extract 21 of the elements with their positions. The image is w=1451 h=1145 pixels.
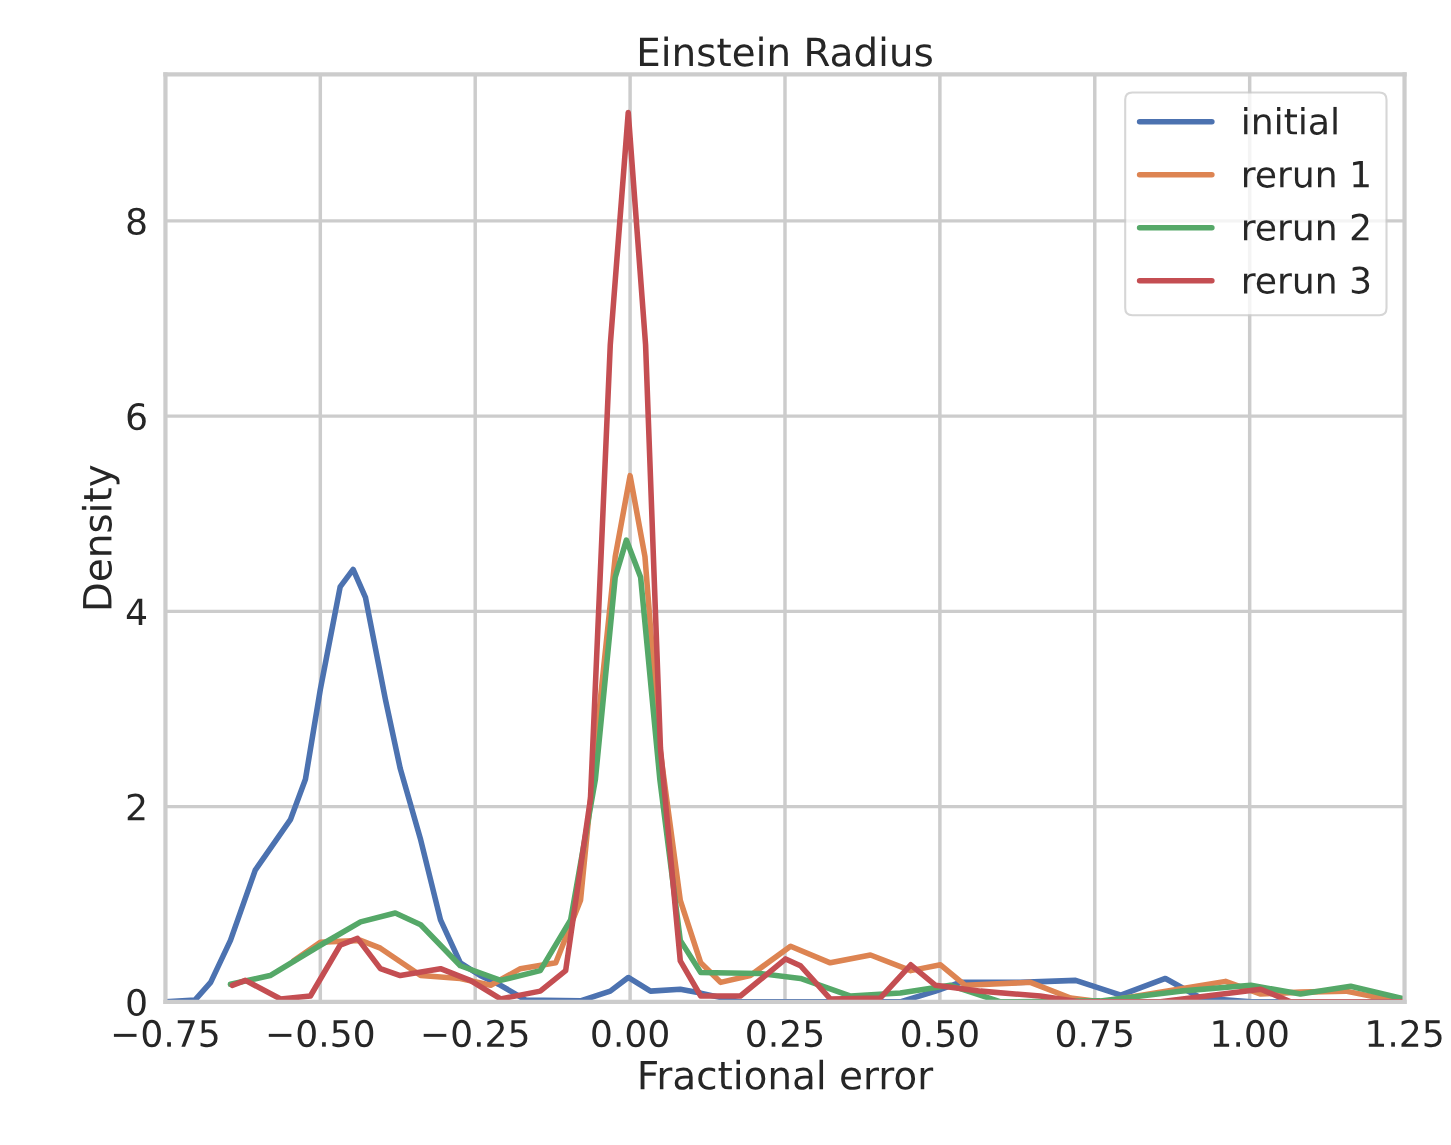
legend-label: rerun 2 [1244, 213, 1369, 241]
y-tick-label: 4 [126, 598, 147, 626]
legend-label: rerun 3 [1244, 266, 1370, 294]
x-tick-label: 1.00 [1213, 1019, 1288, 1048]
legend-label: initial [1244, 106, 1337, 135]
x-tick-label: 0.50 [902, 1019, 978, 1048]
y-tick-label: 2 [127, 793, 145, 821]
chart-title: Einstein Radius [639, 36, 932, 67]
legend-label: rerun 1 [1244, 161, 1369, 188]
x-tick-label: −0.75 [113, 1019, 218, 1048]
x-tick-label: 1.25 [1368, 1019, 1442, 1048]
x-tick-label: −0.50 [268, 1019, 374, 1048]
y-tick-label: 0 [127, 988, 146, 1017]
x-tick-label: 0.75 [1056, 1019, 1132, 1048]
x-tick-label: −0.25 [423, 1019, 528, 1048]
x-axis-title: Fractional error [640, 1059, 934, 1090]
x-tick-label: 0.00 [592, 1019, 668, 1048]
y-tick-label: 8 [127, 207, 146, 236]
y-axis-title: Density [81, 465, 120, 609]
x-tick-label: 0.25 [747, 1019, 823, 1048]
y-tick-label: 6 [127, 403, 146, 431]
